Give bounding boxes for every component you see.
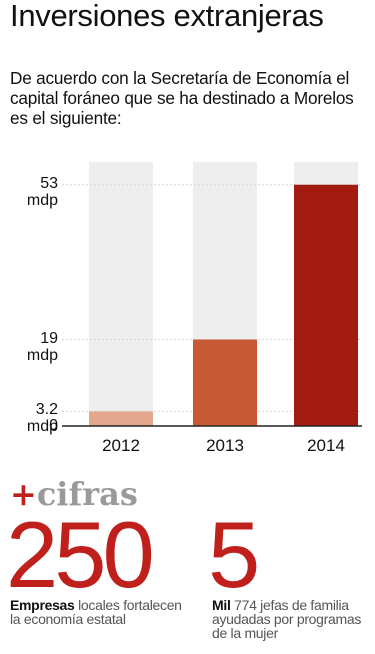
stat-number-empresas: 250 [6, 502, 155, 607]
page-title: Inversiones extranjeras [10, 0, 324, 33]
cifras-heading: +cifras [10, 474, 138, 514]
y-tick-unit: mdp [26, 346, 58, 364]
stat-caption-empresas: Empresas locales fortalecen la economía … [10, 598, 185, 626]
x-tick-label: 2014 [307, 436, 345, 455]
y-tick-unit: mdp [26, 191, 58, 209]
plus-icon: + [10, 475, 37, 513]
bar-2013 [193, 339, 257, 426]
y-tick-label: 3.2 mdp [0, 401, 58, 435]
bar-background-2012 [89, 162, 153, 426]
bar-chart: 0 3.2 mdp 19 mdp 53 mdp 2012 2013 2014 [0, 150, 375, 470]
y-tick-label: 19 mdp [0, 330, 58, 364]
cifras-title: cifras [36, 475, 138, 513]
page-subtitle: De acuerdo con la Secretaría de Economía… [10, 68, 354, 128]
y-tick-unit: mdp [26, 418, 58, 436]
stat-caption-bold: Mil [212, 597, 231, 613]
stat-caption-bold: Empresas [10, 597, 75, 613]
y-tick-value: 19 [40, 329, 58, 347]
x-tick-label: 2012 [102, 436, 140, 455]
bar-2014 [294, 184, 358, 426]
stat-caption-jefas: Mil 774 jefas de familia ayudadas por pr… [212, 598, 375, 640]
y-tick-value: 3.2 [35, 401, 58, 419]
bar-chart-plot [62, 162, 362, 427]
stat-number-jefas: 5 [208, 502, 260, 607]
bar-2012 [89, 411, 153, 426]
y-tick-label: 0 [0, 417, 58, 434]
y-tick-label: 53 mdp [0, 175, 58, 209]
x-tick-label: 2013 [206, 436, 244, 455]
stat-caption-text: 774 jefas de familia ayudadas por progra… [212, 597, 362, 641]
y-tick-value: 0 [49, 417, 58, 434]
y-tick-value: 53 [40, 174, 58, 192]
stat-caption-text: locales fortalecen la economía estatal [10, 597, 182, 627]
